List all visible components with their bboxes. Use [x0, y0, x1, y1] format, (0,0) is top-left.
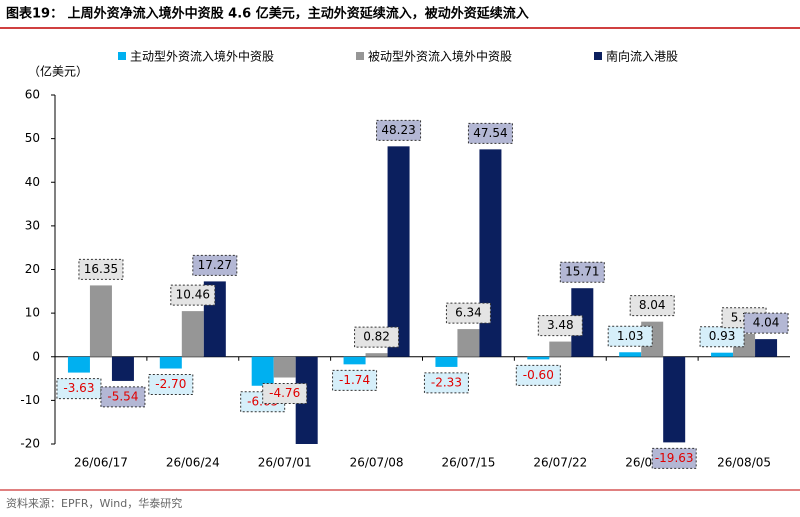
y-tick-label: 20 — [25, 262, 40, 276]
bar — [619, 352, 642, 357]
value-label: 6.34 — [455, 306, 482, 320]
value-label-box — [376, 119, 422, 141]
value-label-box — [192, 254, 238, 276]
value-label: -1.74 — [339, 373, 370, 387]
x-tick-label: 26/08/05 — [717, 456, 771, 470]
value-label: 15.71 — [565, 265, 599, 279]
source: 资料来源：EPFR，Wind，华泰研究 — [6, 496, 182, 510]
value-label: -19.63 — [655, 451, 694, 465]
value-label: -2.33 — [431, 375, 462, 389]
value-label-box — [100, 386, 146, 408]
legend-swatch — [118, 52, 126, 60]
value-label-box — [332, 369, 378, 391]
legend-swatch — [356, 52, 364, 60]
y-tick-label: -20 — [20, 437, 40, 451]
bar — [365, 353, 388, 357]
legend-swatch — [594, 52, 602, 60]
bar — [67, 356, 90, 373]
value-label: 17.27 — [198, 258, 232, 272]
x-tick-label: 26/07/22 — [533, 456, 587, 470]
value-label-box — [354, 326, 400, 348]
value-label: 3.48 — [547, 318, 574, 332]
value-label: 0.93 — [709, 329, 736, 343]
bar — [755, 339, 778, 357]
y-unit: （亿美元） — [28, 64, 88, 79]
value-label: 16.35 — [84, 262, 118, 276]
x-tick-label: 26/06/17 — [74, 456, 128, 470]
bar — [159, 356, 182, 369]
bar — [457, 329, 480, 357]
value-label-box — [629, 295, 675, 317]
x-tick-label: 26/07/15 — [441, 456, 495, 470]
value-label: -4.76 — [269, 386, 300, 400]
value-label-box — [445, 302, 491, 324]
y-tick-label: 60 — [25, 88, 40, 102]
value-label: 10.46 — [176, 288, 210, 302]
y-tick-label: -10 — [20, 393, 40, 407]
y-tick-label: 0 — [32, 349, 40, 363]
bar — [549, 341, 572, 357]
bar — [435, 356, 458, 367]
bar — [111, 356, 134, 381]
bar — [89, 285, 112, 357]
value-label: 1.03 — [617, 329, 644, 343]
y-tick-label: 30 — [25, 218, 40, 232]
bar — [527, 356, 550, 360]
value-label-box — [423, 372, 469, 394]
x-tick-label: 26/06/24 — [166, 456, 220, 470]
value-label: -2.70 — [155, 377, 186, 391]
legend-label: 南向流入港股 — [606, 49, 678, 64]
y-tick-label: 50 — [25, 131, 40, 145]
bar — [273, 356, 296, 378]
value-label-box — [170, 284, 216, 306]
bar — [343, 356, 366, 365]
bar — [251, 356, 274, 386]
x-tick-label: 26/07/08 — [350, 456, 404, 470]
value-label-box — [467, 122, 513, 144]
value-label: 8.04 — [639, 298, 666, 312]
bar — [387, 146, 410, 357]
value-label: 47.54 — [473, 126, 507, 140]
value-label-box — [262, 383, 308, 405]
value-label-box — [148, 374, 194, 396]
value-label: 0.82 — [363, 330, 390, 344]
value-label-box — [743, 312, 789, 334]
chart-title: 图表19： 上周外资净流入境外中资股 4.6 亿美元，主动外资延续流入，被动外资… — [6, 6, 529, 22]
value-label-box — [78, 258, 124, 280]
bar — [663, 356, 686, 443]
y-tick-label: 40 — [25, 175, 40, 189]
y-tick-label: 10 — [25, 306, 40, 320]
bar — [181, 311, 204, 357]
legend-label: 主动型外资流入境外中资股 — [130, 49, 274, 64]
x-tick-label: 26/07/01 — [258, 456, 312, 470]
value-label: 48.23 — [381, 123, 415, 137]
value-label-box — [559, 261, 605, 283]
value-label-box — [515, 364, 561, 386]
value-label: -5.54 — [107, 389, 138, 403]
value-label: -0.60 — [523, 368, 554, 382]
value-label-box — [537, 315, 583, 337]
value-label: 4.04 — [753, 316, 780, 330]
bar — [711, 352, 734, 357]
value-label-box — [607, 325, 653, 347]
value-label-box — [651, 447, 697, 469]
value-label: -3.63 — [63, 381, 94, 395]
bar — [479, 149, 502, 357]
legend-label: 被动型外资流入境外中资股 — [368, 49, 512, 64]
